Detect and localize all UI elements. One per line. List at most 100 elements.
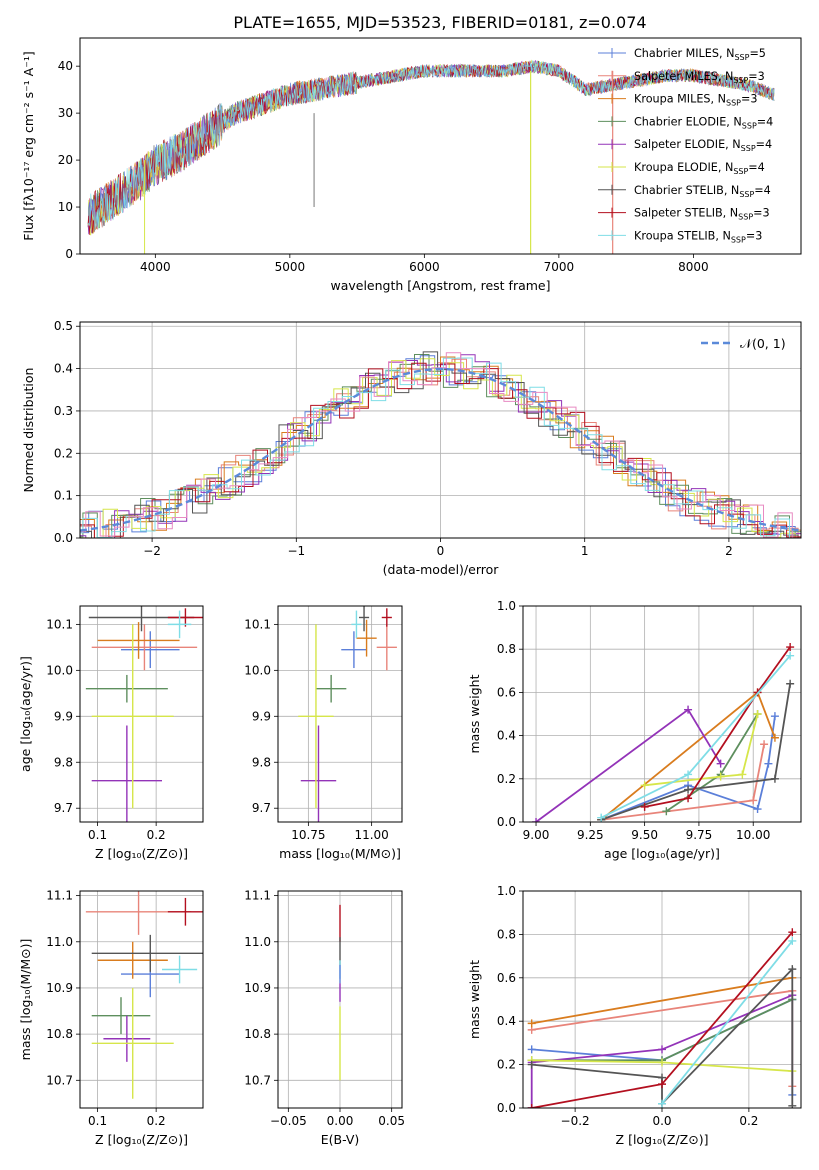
- data-point: [527, 1045, 536, 1054]
- y-tick-label: 9.8: [54, 755, 73, 769]
- y-tick-label: 0.0: [497, 815, 516, 829]
- histogram-step: [80, 357, 801, 538]
- series-kroupa-elodie: [640, 710, 762, 790]
- x-tick-label: 0.2: [147, 1114, 166, 1128]
- spectrum-legend: Chabrier MILES, NSSP=5 Salpeter MILES, NS…: [598, 47, 773, 244]
- data-point: [786, 679, 795, 688]
- data-point: [788, 928, 797, 937]
- point-salpeter-elodie: [300, 725, 337, 822]
- data-point: [716, 759, 725, 768]
- histogram-step: [80, 354, 801, 538]
- y-tick-label: 9.9: [252, 709, 271, 723]
- point-chabrier-elodie: [315, 674, 347, 703]
- axes-frame: [522, 890, 802, 1109]
- x-tick-label: 2: [725, 544, 733, 558]
- point-kroupa-elodie: [91, 987, 174, 1099]
- data-point: [658, 1099, 666, 1108]
- x-tick-label: 9.25: [577, 828, 604, 842]
- errorbars: [298, 606, 397, 822]
- x-tick-label: 9.50: [631, 828, 658, 842]
- legend-label: Salpeter ELODIE, NSSP=4: [634, 138, 772, 153]
- data-point: [597, 813, 606, 822]
- y-tick-label: 0.8: [497, 927, 516, 941]
- y-tick-label: 9.7: [54, 801, 73, 815]
- data-point: [684, 770, 693, 779]
- data-point: [640, 781, 649, 790]
- y-tick-label: 0.6: [497, 685, 516, 699]
- point-salpeter-stelib: [167, 897, 203, 926]
- y-axis-label: age [log₁₀(age/yr)]: [18, 656, 33, 772]
- data-point: [760, 740, 769, 749]
- x-axis-label: Z [log₁₀(Z/Z⊙)]: [95, 1132, 188, 1147]
- point-kroupa-stelib: [162, 955, 198, 984]
- y-tick-label: 10.7: [244, 1073, 271, 1087]
- x-axis-label: Z [log₁₀(Z/Z⊙)]: [616, 1132, 709, 1147]
- errorbars: [85, 891, 203, 1099]
- data-point: [753, 805, 762, 814]
- y-tick-label: 11.1: [46, 889, 73, 903]
- legend-label: Kroupa ELODIE, NSSP=4: [634, 161, 765, 176]
- panel-age_vs_mass: 10.75 11.00 9.7 9.8 9.9 10.0 10.1 mass [log₁₀(M…: [244, 605, 403, 861]
- y-tick-label: 10.8: [244, 1027, 271, 1041]
- y-tick-label: 10.9: [244, 981, 271, 995]
- x-tick-label: −0.2: [561, 1114, 590, 1128]
- data-point: [527, 1060, 536, 1069]
- point-salpeter-stelib: [381, 608, 392, 627]
- point-kroupa-stelib: [167, 610, 192, 639]
- data-point: [658, 1080, 666, 1089]
- y-tick-label: 0.4: [54, 362, 73, 376]
- y-tick-label: 0: [65, 247, 73, 261]
- y-tick-label: 40: [58, 59, 73, 73]
- y-axis-label: mass weight: [467, 674, 482, 753]
- point-chabrier-miles: [121, 631, 180, 669]
- data-point: [658, 1058, 666, 1067]
- axes-frame: [277, 605, 403, 823]
- point-kroupa-miles: [356, 619, 377, 657]
- histogram-step: [80, 352, 801, 538]
- data-point: [786, 643, 795, 652]
- legend-label: Salpeter STELIB, NSSP=3: [634, 207, 770, 222]
- x-axis-label: wavelength [Angstrom, rest frame]: [330, 278, 550, 293]
- x-tick-label: 1: [581, 544, 589, 558]
- axes-frame: [79, 890, 204, 1109]
- series-kroupa-stelib: [658, 936, 797, 1108]
- panel-residuals: −2 −1 0 1 2 0.0 0.1 0.2 0.3 0.4 0.5 (data-model)/er…: [21, 319, 802, 577]
- data-point: [770, 774, 779, 783]
- legend-label: Chabrier ELODIE, NSSP=4: [634, 115, 773, 130]
- x-tick-label: 5000: [275, 260, 306, 274]
- legend-label: Kroupa MILES, NSSP=3: [634, 93, 757, 108]
- data-point: [658, 1045, 666, 1054]
- point-chabrier-stelib: [91, 934, 203, 972]
- data-point: [532, 818, 541, 822]
- point-kroupa-miles: [97, 941, 168, 979]
- y-tick-label: 0.8: [497, 642, 516, 656]
- y-axis-label: Normed distribution: [21, 368, 36, 493]
- x-tick-label: 0.05: [378, 1114, 405, 1128]
- y-tick-label: 1.0: [497, 599, 516, 613]
- y-tick-label: 0.0: [497, 1101, 516, 1115]
- x-tick-label: 0.0: [652, 1114, 671, 1128]
- axes-frame: [79, 605, 204, 823]
- y-axis-label: mass weight: [467, 960, 482, 1039]
- y-tick-label: 9.9: [54, 709, 73, 723]
- point-salpeter-miles: [91, 624, 198, 671]
- y-axis-label: Flux [fλ10⁻¹⁷ erg cm⁻² s⁻¹ A⁻¹]: [21, 51, 36, 240]
- panel-mass_vs_EBV: −0.05 0.00 0.05 10.7 10.8 10.9 11.0 11.1 E(B-V): [244, 889, 405, 1147]
- legend-label: Chabrier STELIB, NSSP=4: [634, 184, 771, 199]
- y-tick-label: 1.0: [497, 884, 516, 898]
- y-tick-label: 10.0: [244, 663, 271, 677]
- errorbars: [85, 606, 203, 822]
- series-salpeter-stelib: [527, 928, 797, 1108]
- y-tick-label: 0.0: [54, 531, 73, 545]
- x-tick-label: −0.05: [270, 1114, 307, 1128]
- y-tick-label: 9.7: [252, 801, 271, 815]
- histogram-step: [80, 362, 801, 538]
- panel-mass_weight_vs_Z: −0.2 0.0 0.2 0.0 0.2 0.4 0.6 0.8 1.0 Z [log₁₀(Z/Z…: [467, 884, 802, 1147]
- legend-label: Chabrier MILES, NSSP=5: [634, 47, 766, 62]
- series-salpeter-elodie: [532, 705, 725, 822]
- panel-spectrum: 4000 5000 6000 7000 8000 0 10 20 30 40 wavelength …: [21, 37, 802, 293]
- mass-weight-lines: [527, 928, 797, 1108]
- data-point: [788, 965, 797, 974]
- point-kroupa-stelib: [351, 610, 362, 639]
- legend-label: 𝒩(0, 1): [740, 336, 786, 351]
